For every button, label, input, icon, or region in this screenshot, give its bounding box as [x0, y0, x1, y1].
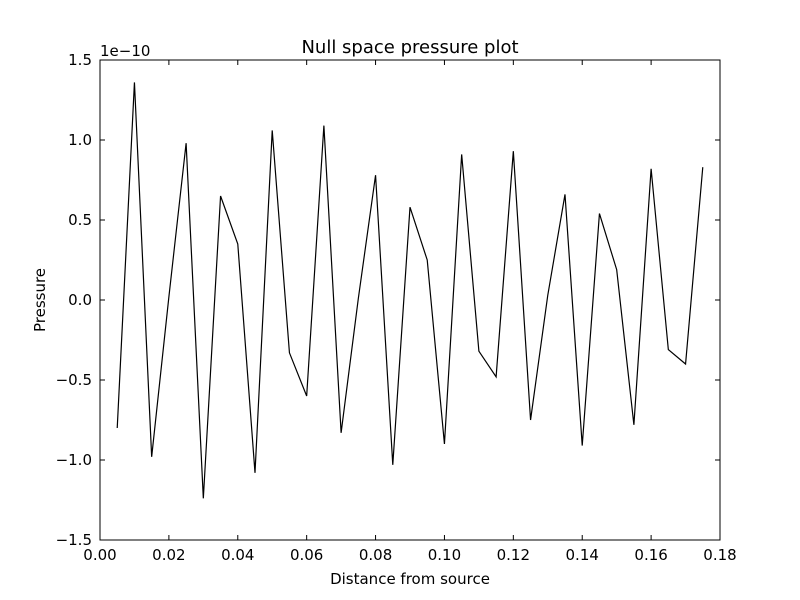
y-tick-label: −0.5	[56, 371, 92, 389]
x-tick-label: 0.10	[428, 546, 461, 564]
x-tick-label: 0.18	[703, 546, 736, 564]
y-tick-label: 0.5	[68, 211, 92, 229]
x-tick-label: 0.16	[634, 546, 667, 564]
y-axis-label: Pressure	[31, 268, 49, 332]
ticks-layer: 0.00 0.02 0.04 0.06 0.08 0.10 0.12 0.14 0.16 0.18…	[56, 51, 737, 564]
x-tick-label: 0.12	[497, 546, 530, 564]
series-line	[116, 82, 704, 499]
chart-title: Null space pressure plot	[301, 37, 518, 58]
y-tick-label: 1.5	[68, 51, 92, 69]
x-tick-label: 0.14	[566, 546, 599, 564]
y-tick-label: −1.5	[56, 531, 92, 549]
x-axis-label: Distance from source	[330, 570, 490, 588]
plot-frame	[99, 59, 721, 541]
y-tick-label: −1.0	[56, 451, 92, 469]
x-tick-label: 0.08	[359, 546, 392, 564]
x-tick-label: 0.06	[290, 546, 323, 564]
x-tick-label: 0.00	[83, 546, 116, 564]
line-layer	[116, 82, 704, 499]
y-tick-label: 0.0	[68, 291, 92, 309]
x-tick-label: 0.04	[221, 546, 254, 564]
x-tick-label: 0.02	[152, 546, 185, 564]
y-axis-offset-label: 1e−10	[100, 42, 150, 60]
y-tick-label: 1.0	[68, 131, 92, 149]
